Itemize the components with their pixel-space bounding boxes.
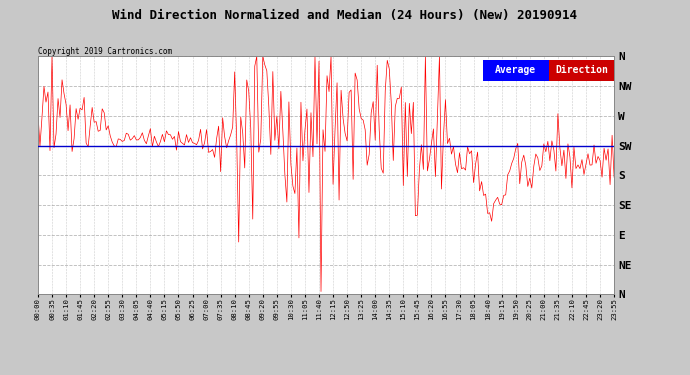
- Text: Direction: Direction: [555, 65, 608, 75]
- Text: Wind Direction Normalized and Median (24 Hours) (New) 20190914: Wind Direction Normalized and Median (24…: [112, 9, 578, 22]
- Text: Average: Average: [495, 65, 536, 75]
- Text: Copyright 2019 Cartronics.com: Copyright 2019 Cartronics.com: [38, 47, 172, 56]
